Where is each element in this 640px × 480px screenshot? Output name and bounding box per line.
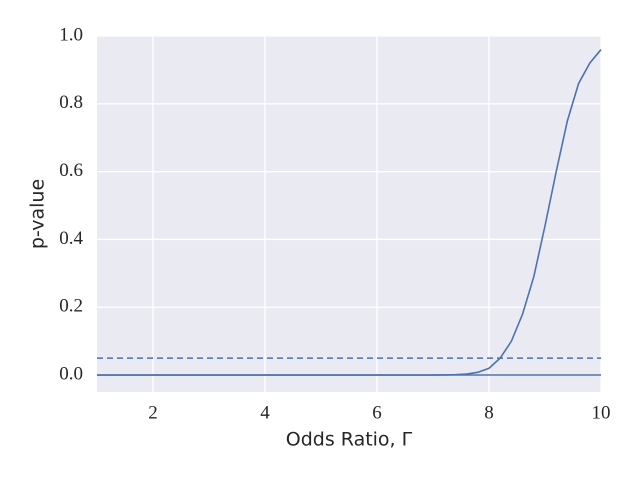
plot-area: [97, 36, 601, 392]
x-tick-label: 2: [148, 402, 158, 423]
y-tick-label: 0.0: [59, 363, 83, 384]
y-tick-label: 0.6: [59, 160, 83, 181]
y-tick-label: 0.2: [59, 296, 83, 317]
y-tick-label: 0.8: [59, 92, 83, 113]
y-tick-label: 1.0: [59, 24, 83, 45]
y-tick-label: 0.4: [59, 228, 83, 249]
data-line: [97, 49, 602, 376]
x-tick-label: 8: [484, 402, 494, 423]
y-axis-label: p-value: [27, 179, 49, 249]
x-tick-label: 6: [372, 402, 382, 423]
x-axis-label: Odds Ratio, Γ: [286, 429, 413, 451]
x-tick-label: 10: [592, 402, 611, 423]
x-tick-label: 4: [260, 402, 270, 423]
